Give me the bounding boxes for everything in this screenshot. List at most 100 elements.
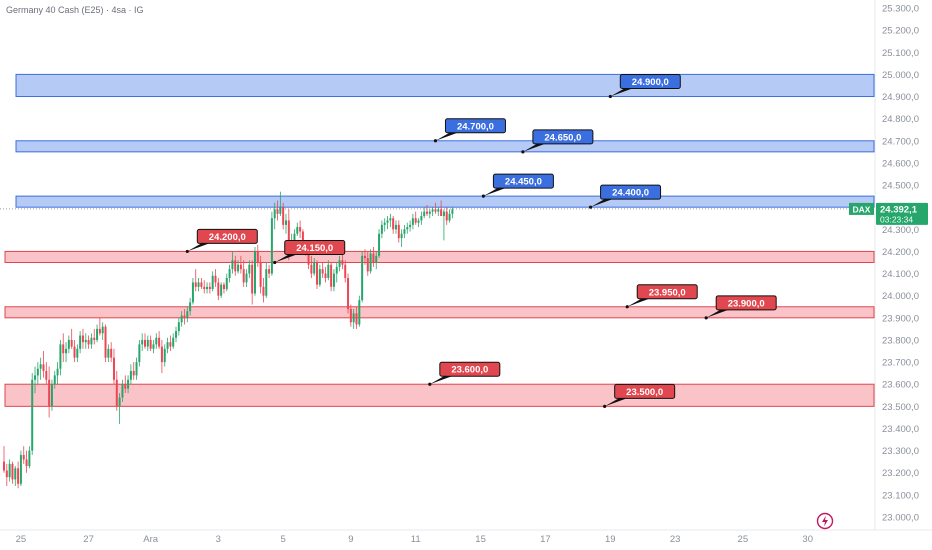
- price-callout: 24.200,0: [185, 228, 258, 254]
- price-callout: 23.950,0: [625, 284, 698, 309]
- candle-body: [129, 370, 132, 380]
- x-tick-label: Ara: [143, 534, 159, 545]
- x-tick-label: 23: [670, 534, 681, 545]
- candle-body: [428, 211, 431, 214]
- candle-body: [265, 269, 268, 296]
- candle-body: [420, 216, 423, 221]
- symbol-tag-box: [849, 202, 874, 215]
- candle-up: [389, 213, 392, 228]
- candle-up: [420, 211, 423, 225]
- candle-body: [273, 209, 276, 219]
- candle-body: [200, 282, 203, 287]
- candle-down: [98, 317, 101, 336]
- candle-up: [90, 333, 93, 349]
- candle-down: [414, 211, 417, 225]
- callout-box: [439, 361, 501, 377]
- callout-anchor: [433, 139, 438, 143]
- candle-up: [180, 311, 183, 327]
- candle-up: [127, 375, 130, 394]
- candle-body: [186, 311, 189, 318]
- candle-up: [59, 339, 62, 376]
- y-tick-label: 24.600,0: [882, 158, 919, 169]
- candle-body: [14, 468, 17, 480]
- candle-body: [127, 379, 130, 389]
- candle-up: [386, 216, 389, 230]
- candle-body: [231, 260, 234, 270]
- candle-body: [321, 269, 324, 274]
- candle-body: [93, 337, 96, 340]
- callout-label: 23.500,0: [626, 387, 663, 398]
- candle-up: [186, 306, 189, 323]
- candle-body: [369, 253, 372, 272]
- candle-body: [59, 344, 62, 369]
- candle-body: [228, 269, 231, 278]
- y-tick-label: 23.500,0: [882, 402, 919, 413]
- candle-down: [158, 331, 161, 349]
- lightning-icon[interactable]: [816, 512, 834, 530]
- callout-anchor: [608, 94, 612, 99]
- price-callout: 23.900,0: [704, 295, 777, 320]
- candle-body: [234, 260, 237, 272]
- price-zone: [15, 73, 875, 98]
- candle-body: [189, 302, 192, 312]
- candle-body: [330, 264, 333, 287]
- candle-body: [208, 286, 211, 290]
- candle-down: [81, 328, 84, 349]
- y-tick-label: 23.900,0: [882, 313, 919, 324]
- callout-box: [492, 173, 554, 189]
- callout-pointer: [274, 254, 297, 263]
- candle-up: [28, 446, 31, 469]
- candle-body: [341, 260, 344, 265]
- candle-up: [409, 220, 412, 232]
- candle-down: [42, 351, 45, 378]
- callout-pointer: [435, 132, 458, 141]
- price-callout: 23.500,0: [603, 383, 676, 408]
- candle-up: [378, 229, 381, 259]
- candle-body: [155, 337, 158, 345]
- x-tick-label: 11: [411, 534, 421, 545]
- candle-body: [45, 370, 48, 380]
- candle-down: [321, 262, 324, 278]
- callout-label: 24.450,0: [505, 177, 542, 188]
- candle-up: [65, 342, 68, 363]
- candle-up: [403, 224, 406, 239]
- candle-body: [135, 362, 138, 376]
- candle-body: [110, 348, 113, 358]
- candle-up: [79, 331, 82, 354]
- candle-down: [104, 324, 107, 363]
- candle-body: [62, 344, 65, 354]
- candle-down: [160, 339, 163, 374]
- price-zone: [4, 250, 875, 264]
- candle-body: [338, 260, 341, 267]
- candle-body: [203, 286, 206, 290]
- candle-body: [17, 468, 20, 484]
- callout-box: [284, 240, 346, 255]
- candle-down: [426, 204, 428, 217]
- candle-up: [265, 262, 268, 298]
- candle-body: [166, 342, 169, 349]
- candle-body: [366, 258, 369, 272]
- candle-body: [11, 463, 14, 480]
- candle-down: [11, 461, 14, 484]
- candle-down: [344, 260, 347, 283]
- candle-body: [146, 339, 149, 347]
- candle-down: [73, 339, 76, 363]
- x-tick-label: 9: [348, 534, 353, 545]
- price-callout: 24.900,0: [608, 74, 681, 99]
- price-zone: [15, 140, 875, 153]
- candle-down: [115, 370, 118, 411]
- candle-down: [440, 200, 443, 217]
- candle-down: [45, 362, 48, 385]
- candle-up: [129, 364, 132, 385]
- candle-body: [426, 211, 428, 214]
- candle-up: [273, 202, 276, 230]
- candle-body: [5, 470, 8, 478]
- candle-body: [138, 344, 141, 363]
- candle-body: [372, 253, 375, 263]
- candle-down: [194, 269, 197, 292]
- candle-down: [183, 308, 186, 325]
- callout-box: [532, 129, 594, 145]
- candle-up: [101, 322, 104, 340]
- candle-body: [256, 251, 259, 263]
